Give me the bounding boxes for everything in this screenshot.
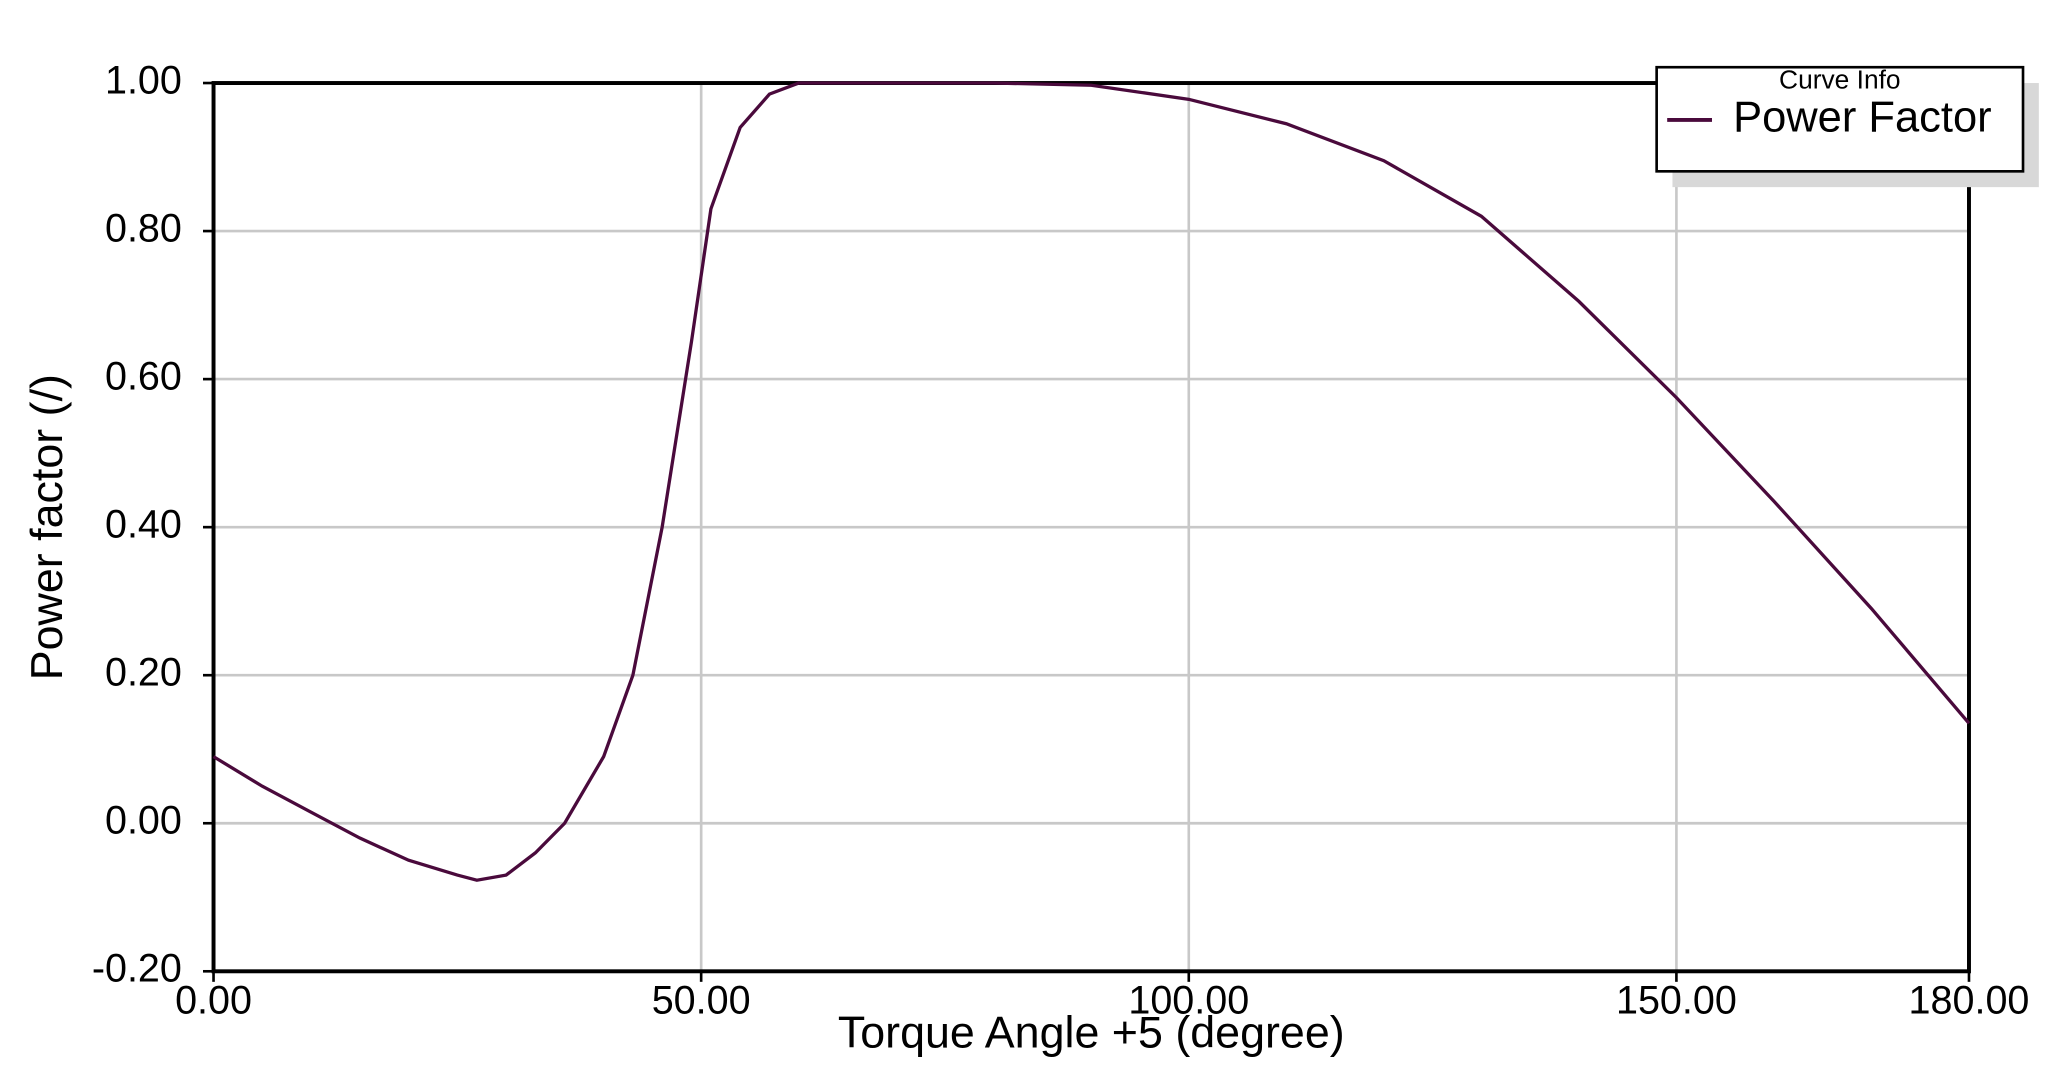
x-tick-label: 50.00 <box>652 978 751 1022</box>
x-tick-label: 0.00 <box>175 978 252 1022</box>
y-tick-label: 0.00 <box>105 799 182 843</box>
legend-label: Power Factor <box>1733 93 1992 141</box>
y-axis-label: Power factor (/) <box>22 374 72 680</box>
line-series <box>212 81 1971 882</box>
x-axis-label: Torque Angle +5 (degree) <box>838 1008 1345 1058</box>
y-tick-label: 1.00 <box>105 58 182 102</box>
legend-title: Curve Info <box>1779 65 1901 95</box>
y-tick-label: 0.20 <box>105 651 182 695</box>
x-tick-label: 100.00 <box>1128 978 1249 1022</box>
legend-box <box>1655 65 2025 173</box>
plot-frame <box>211 81 1971 974</box>
y-tick-label: 0.40 <box>105 503 182 547</box>
x-tick-label: 150.00 <box>1616 978 1737 1022</box>
x-tick-label: 180.00 <box>1909 978 2030 1022</box>
y-tick-label: 0.60 <box>105 355 182 399</box>
y-tick-label: -0.20 <box>92 947 182 991</box>
y-tick-label: 0.80 <box>105 207 182 251</box>
